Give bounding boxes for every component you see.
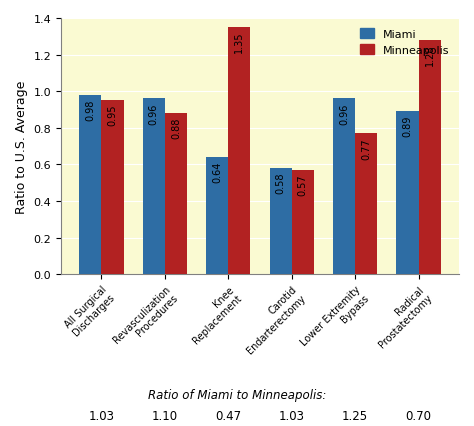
Bar <box>206 158 228 274</box>
Bar <box>333 99 355 274</box>
Text: 0.58: 0.58 <box>276 172 286 194</box>
Bar <box>228 28 250 274</box>
Text: 1.10: 1.10 <box>152 409 178 422</box>
Text: 1.35: 1.35 <box>234 32 245 53</box>
Text: 1.03: 1.03 <box>279 409 305 422</box>
Legend: Miami, Minneapolis: Miami, Minneapolis <box>356 25 454 60</box>
Text: 1.28: 1.28 <box>425 44 435 66</box>
Text: 0.77: 0.77 <box>361 138 371 159</box>
Text: 0.96: 0.96 <box>149 103 159 124</box>
Text: 0.64: 0.64 <box>212 161 222 183</box>
Bar <box>79 95 101 274</box>
Text: 0.57: 0.57 <box>298 174 308 196</box>
Text: 0.88: 0.88 <box>171 118 181 139</box>
Bar <box>292 170 314 274</box>
Text: 1.25: 1.25 <box>342 409 368 422</box>
Text: 0.95: 0.95 <box>108 105 118 126</box>
Text: 0.47: 0.47 <box>215 409 241 422</box>
Y-axis label: Ratio to U.S. Average: Ratio to U.S. Average <box>15 80 28 213</box>
Text: 0.96: 0.96 <box>339 103 349 124</box>
Bar <box>143 99 165 274</box>
Text: 0.89: 0.89 <box>402 116 412 137</box>
Bar <box>396 112 419 274</box>
Text: Ratio of Miami to Minneapolis:: Ratio of Miami to Minneapolis: <box>148 388 326 400</box>
Text: 1.03: 1.03 <box>88 409 114 422</box>
Bar <box>165 114 187 274</box>
Bar <box>101 101 124 274</box>
Bar <box>355 134 377 274</box>
Bar <box>270 169 292 274</box>
Bar <box>419 41 441 274</box>
Text: 0.70: 0.70 <box>406 409 432 422</box>
Text: 0.98: 0.98 <box>85 99 95 121</box>
